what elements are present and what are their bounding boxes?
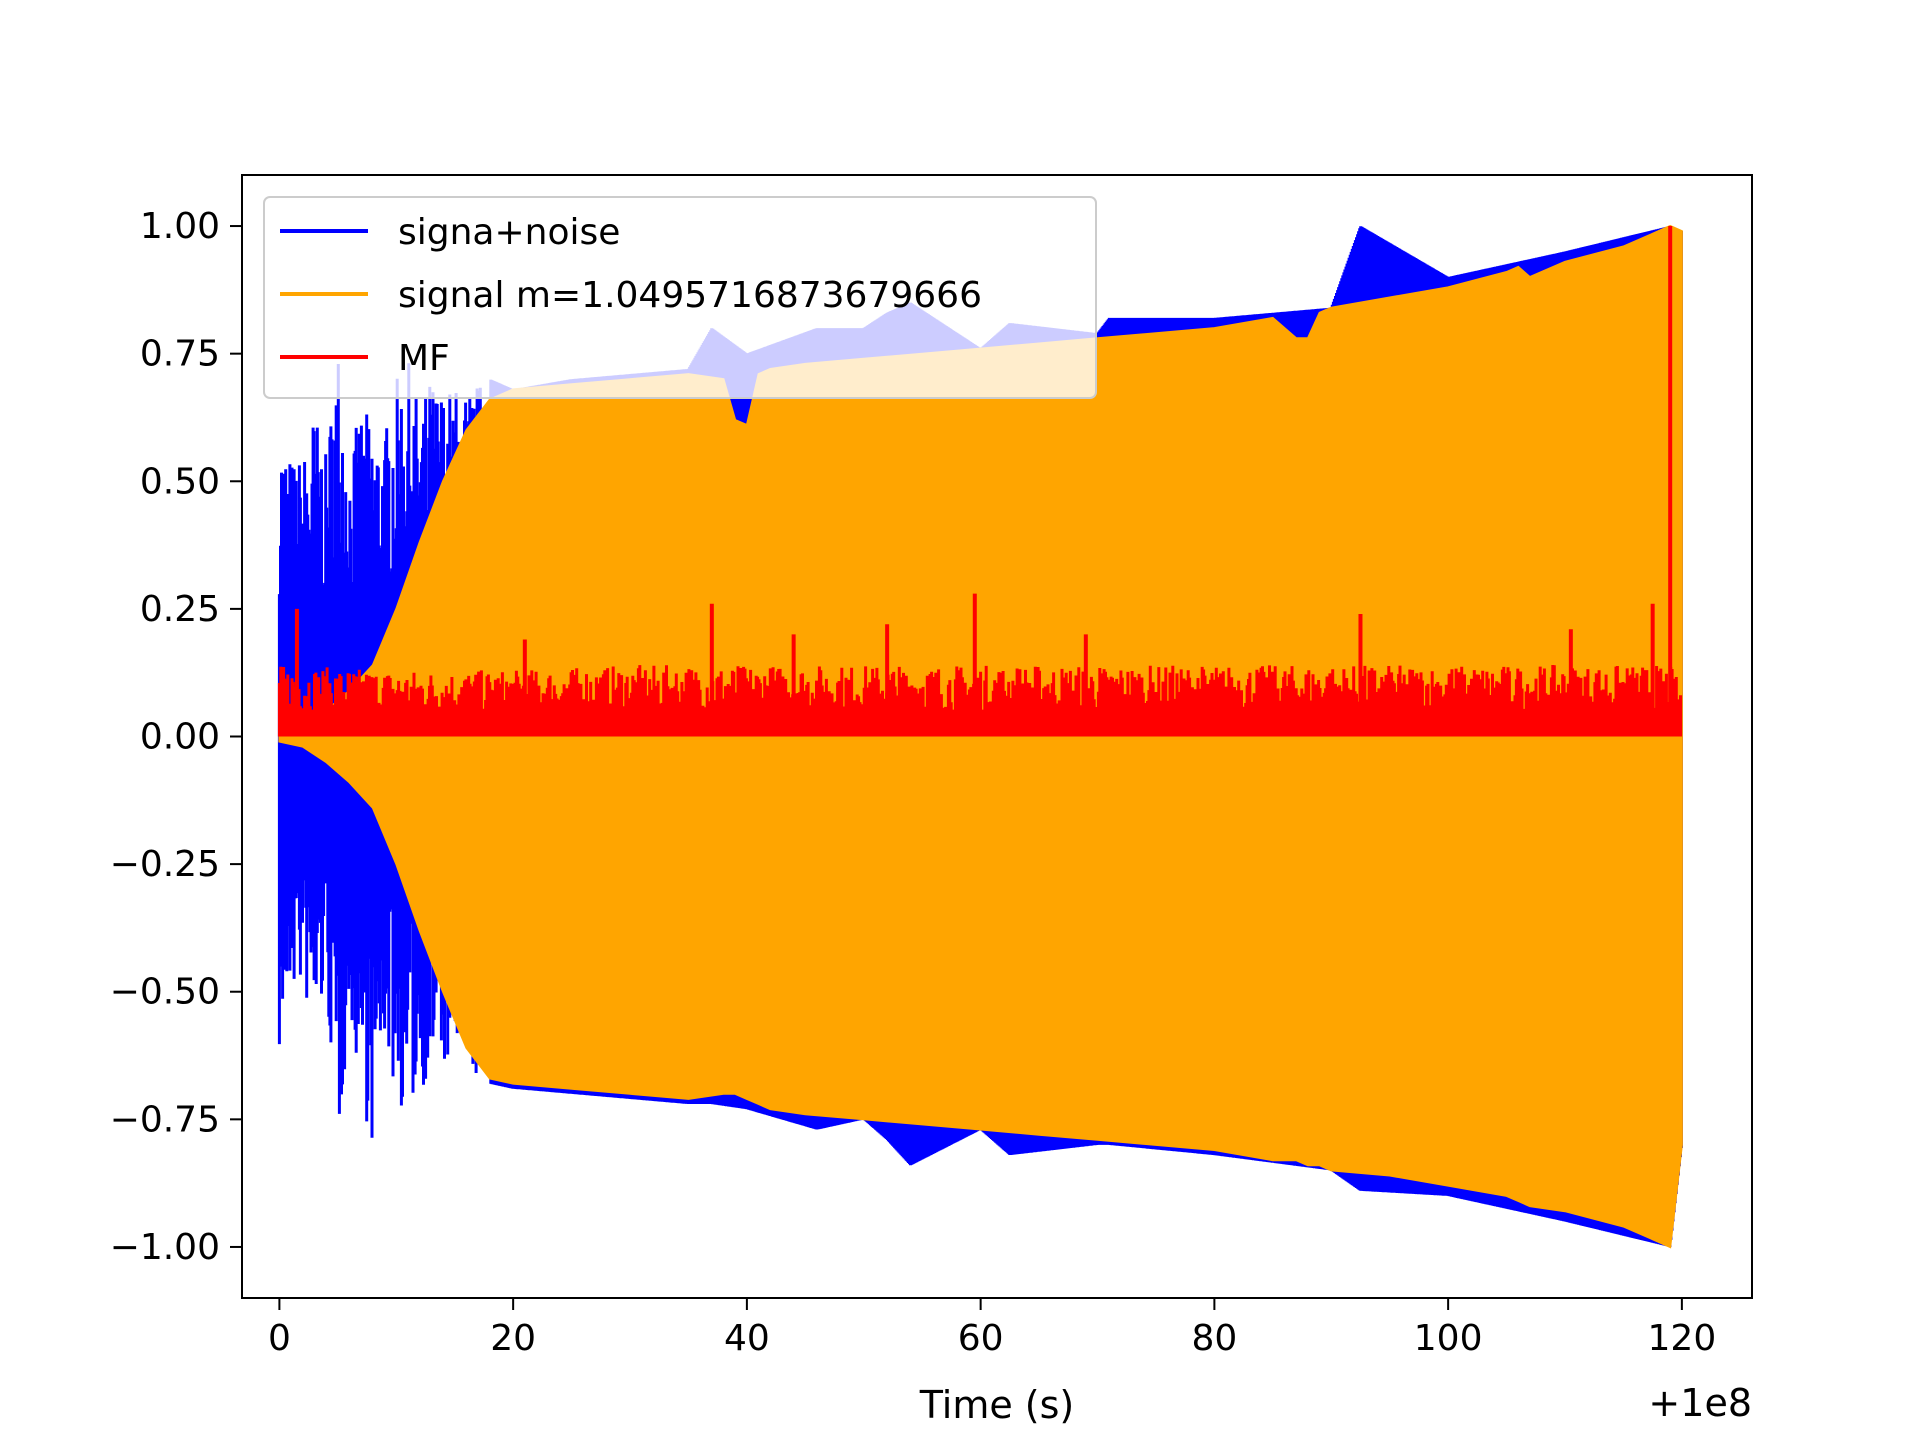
x-tick-label: 0: [268, 1318, 291, 1359]
y-tick-label: 0.00: [140, 717, 220, 758]
y-tick-label: 0.50: [140, 461, 220, 502]
legend-label: signa+noise: [398, 212, 620, 253]
x-axis: 0 20 40 60 80 100 120: [268, 1298, 1716, 1359]
series-layer: [277, 224, 1683, 1249]
x-tick-label: 40: [724, 1318, 770, 1359]
y-tick-label: 0.25: [140, 589, 220, 630]
x-tick-label: 100: [1414, 1318, 1483, 1359]
y-tick-label: 1.00: [140, 206, 220, 247]
x-offset-label: +1e8: [1648, 1381, 1752, 1425]
y-tick-label: −0.50: [110, 972, 220, 1013]
x-tick-label: 20: [490, 1318, 536, 1359]
x-axis-label: Time (s): [919, 1383, 1075, 1427]
legend-box: [263, 196, 1097, 399]
series-mf-line: [277, 665, 1682, 737]
y-tick-label: −1.00: [110, 1227, 220, 1268]
x-tick-label: 120: [1648, 1318, 1717, 1359]
series-mf: [277, 226, 1682, 737]
legend-label: MF: [398, 338, 450, 379]
y-axis: 1.00 0.75 0.50 0.25 0.00 −0.25 −0.50 −0.75 −1.00: [110, 206, 242, 1268]
y-tick-label: 0.75: [140, 334, 220, 375]
legend: signa+noise signal m=1.0495716873679666 MF: [263, 196, 1097, 399]
y-tick-label: −0.25: [110, 844, 220, 885]
x-tick-label: 60: [958, 1318, 1004, 1359]
y-tick-label: −0.75: [110, 1099, 220, 1140]
x-tick-label: 80: [1191, 1318, 1237, 1359]
legend-label: signal m=1.0495716873679666: [398, 275, 982, 316]
